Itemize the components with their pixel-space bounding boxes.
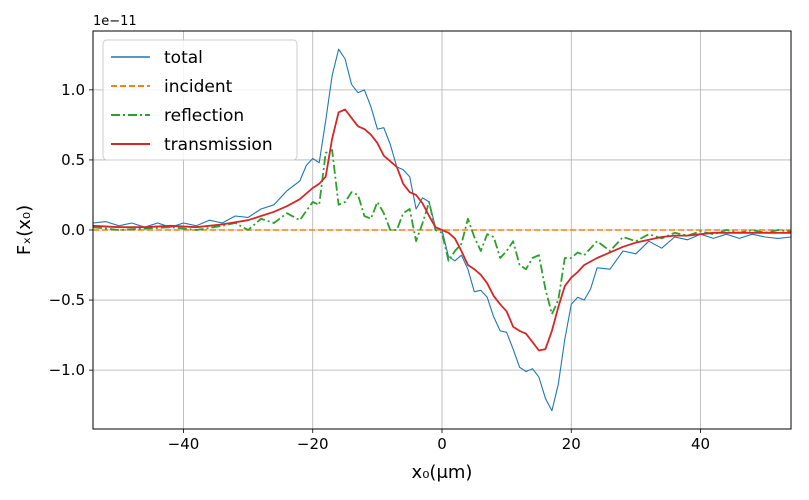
x-tick-label: 20 — [562, 435, 581, 453]
y-tick-label: −0.5 — [49, 291, 85, 309]
legend-label-reflection: reflection — [164, 106, 244, 126]
y-tick-label: 0.5 — [61, 151, 85, 169]
series-line-transmission — [92, 108, 791, 352]
legend-label-total: total — [164, 48, 203, 68]
legend: total incident reflection transmission — [102, 39, 298, 161]
x-axis-label: x₀(μm) — [412, 462, 473, 483]
y-tick-label: −1.0 — [49, 361, 85, 379]
y-axis-label: Fₓ(x₀) — [14, 205, 35, 255]
x-tick-label: −40 — [168, 435, 200, 453]
x-tick-label: −20 — [297, 435, 329, 453]
y-tick-label: 1.0 — [61, 81, 85, 99]
y-offset-label: 1e−11 — [93, 14, 137, 29]
y-tick-label: 0.0 — [61, 221, 85, 239]
legend-label-transmission: transmission — [164, 135, 273, 155]
x-tick-label: 40 — [691, 435, 710, 453]
legend-box — [102, 39, 298, 161]
series-group — [92, 48, 792, 412]
series-line-reflection — [92, 149, 792, 316]
legend-label-incident: incident — [164, 77, 233, 97]
x-tick-label: 0 — [437, 435, 447, 453]
ticks: −40 −20 0 20 40 −1.0 −0.5 0.0 0.5 1.0 — [49, 81, 711, 453]
